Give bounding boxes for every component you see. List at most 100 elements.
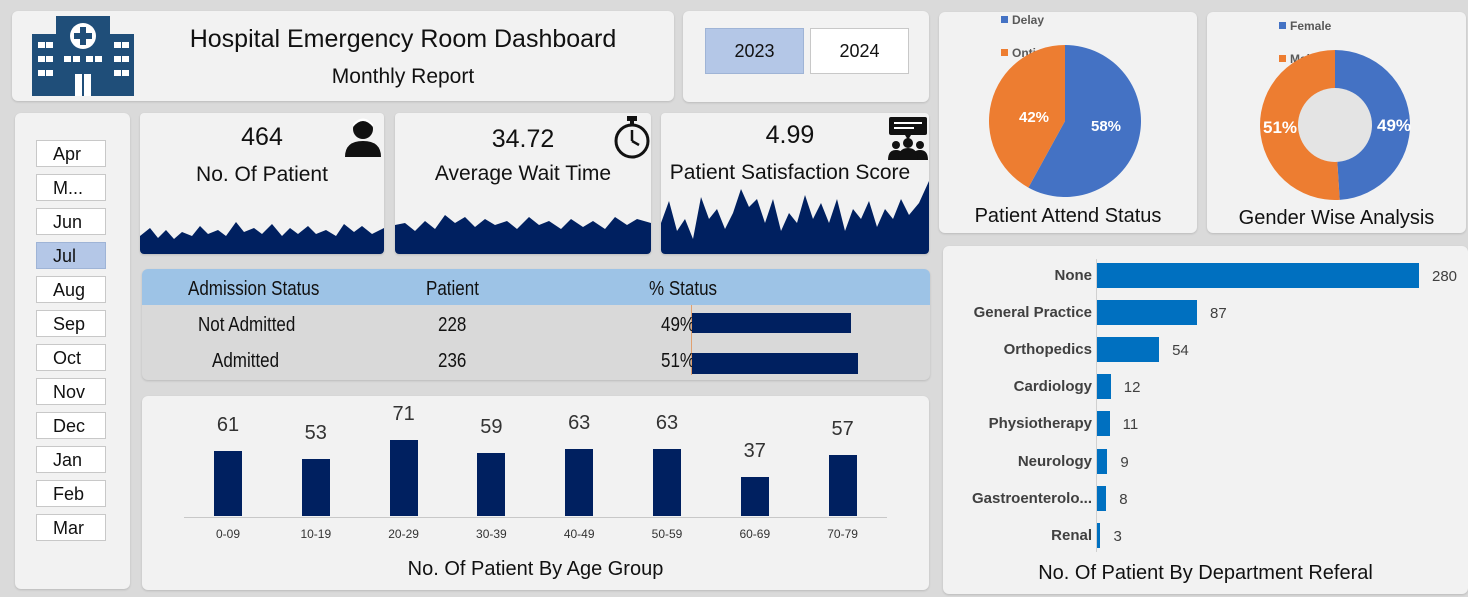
donut-hole [1298, 88, 1372, 162]
pie-slice-female [1335, 50, 1410, 200]
admission-row-status: Not Admitted [198, 314, 296, 336]
month-button-apr[interactable]: Apr [36, 140, 106, 167]
month-button-jun[interactable]: Jun [36, 208, 106, 235]
admission-row-pct: 51% [661, 350, 696, 372]
age-axis-line [184, 517, 887, 518]
age-bar-value: 61 [216, 413, 240, 436]
kpi-patients-value: 464 [241, 123, 283, 151]
dept-chart-title: No. Of Patient By Department Referal [1038, 562, 1373, 584]
page-subtitle: Monthly Report [331, 65, 475, 88]
month-button-feb[interactable]: Feb [36, 480, 106, 507]
age-bar-value: 63 [568, 411, 591, 434]
age-tick-label: 70-79 [827, 527, 858, 541]
dept-value: 280 [1432, 268, 1458, 285]
month-button-aug[interactable]: Aug [36, 276, 106, 303]
admission-table: Admission Status Patient % Status Not Ad… [142, 269, 930, 380]
age-bar-value: 63 [655, 411, 679, 434]
month-button-mar[interactable]: Mar [36, 514, 106, 541]
patient-icon [345, 118, 381, 157]
age-tick-label: 40-49 [563, 527, 595, 541]
dept-value: 3 [1113, 527, 1122, 545]
dept-label: Orthopedics [1003, 341, 1092, 359]
attend-pie [989, 45, 1141, 197]
attend-chart-title: Patient Attend Status [974, 205, 1162, 227]
legend-delay: Delay [1001, 13, 1044, 27]
month-slicer: Apr M... Jun Jul Aug Sep Oct Nov Dec Jan… [15, 113, 130, 589]
dept-value: 11 [1122, 416, 1139, 434]
kpi-satisfaction-value: 4.99 [765, 121, 815, 149]
kpi-satisfaction-label: Patient Satisfaction Score [669, 161, 911, 184]
age-bar-70-79 [828, 455, 857, 516]
dept-bar [1097, 337, 1160, 363]
month-button-may[interactable]: M... [36, 174, 106, 201]
gender-chart: Female Male 49% 51% Gender Wise Analysis [1207, 12, 1466, 233]
dept-value: 87 [1210, 305, 1227, 323]
kpi-wait-value: 34.72 [491, 125, 555, 153]
admission-col-patient: Patient [426, 278, 479, 300]
page-title: Hospital Emergency Room Dashboard [189, 25, 617, 53]
age-tick-label: 50-59 [651, 527, 683, 541]
age-bar-value: 59 [480, 416, 503, 439]
dept-axis-line [1096, 259, 1097, 552]
month-button-nov[interactable]: Nov [36, 378, 106, 405]
admission-row-pct: 49% [661, 314, 696, 336]
dept-label: Renal [1051, 526, 1092, 544]
donut-label-female: 49% [1377, 116, 1412, 135]
age-bar-value: 53 [304, 422, 327, 445]
kpi-satisfaction-sparkline [661, 181, 929, 254]
dept-label: Physiotherapy [988, 415, 1092, 433]
gender-chart-title: Gender Wise Analysis [1238, 207, 1435, 229]
department-chart: No. Of Patient By Department Referal Non… [943, 246, 1468, 594]
hospital-icon [32, 16, 134, 96]
admission-row-patient: 236 [438, 350, 467, 372]
age-tick-label: 0-09 [215, 527, 241, 541]
kpi-wait-sparkline [395, 215, 651, 254]
kpi-patients-card: 464 No. Of Patient [140, 113, 384, 254]
dept-bar [1097, 300, 1198, 326]
admission-row-bar [692, 313, 852, 333]
month-button-dec[interactable]: Dec [36, 412, 106, 439]
month-button-oct[interactable]: Oct [36, 344, 106, 371]
kpi-wait-label: Average Wait Time [434, 162, 612, 185]
dept-label: Cardiology [1013, 378, 1092, 396]
kpi-patients-sparkline [140, 222, 384, 254]
dept-bar [1097, 411, 1110, 437]
year-button-2023[interactable]: 2023 [705, 28, 804, 74]
dept-value: 9 [1120, 453, 1129, 471]
admission-row-bar [692, 353, 858, 374]
age-tick-label: 30-39 [476, 527, 507, 541]
age-chart-title: No. Of Patient By Age Group [407, 558, 664, 580]
age-bar-value: 71 [392, 403, 415, 426]
month-button-jan[interactable]: Jan [36, 446, 106, 473]
stopwatch-icon [614, 116, 650, 159]
month-button-sep[interactable]: Sep [36, 310, 106, 337]
dept-bar [1097, 374, 1111, 400]
legend-female: Female [1279, 19, 1331, 33]
dept-bar [1097, 263, 1419, 288]
dept-value: 12 [1123, 379, 1141, 397]
age-tick-label: 60-69 [739, 527, 771, 541]
pie-label-delay: 58% [1091, 118, 1122, 135]
age-group-chart: No. Of Patient By Age Group 61 0-09 53 10-1… [142, 396, 929, 590]
dept-value: 8 [1119, 490, 1128, 508]
pie-slice-ontime [989, 45, 1065, 188]
age-bar-40-49 [565, 448, 594, 516]
age-bar-50-59 [653, 448, 681, 516]
admission-col-pct: % Status [649, 278, 718, 300]
dept-label: General Practice [973, 304, 1092, 322]
table-divider [691, 305, 692, 375]
header-panel: Hospital Emergency Room Dashboard Monthl… [12, 11, 674, 101]
year-button-2024[interactable]: 2024 [810, 28, 909, 74]
gender-donut [1260, 50, 1410, 200]
donut-label-male: 51% [1263, 118, 1298, 137]
dept-value: 54 [1172, 342, 1189, 360]
age-bar-0-09 [214, 450, 242, 516]
feedback-group-icon [888, 117, 928, 160]
dept-bar [1097, 448, 1108, 474]
pie-label-ontime: 42% [1019, 109, 1050, 126]
age-bar-30-39 [477, 453, 506, 516]
dept-label: Neurology [1017, 452, 1092, 470]
month-button-jul[interactable]: Jul [36, 242, 106, 269]
age-bar-20-29 [389, 440, 418, 516]
admission-row-status: Admitted [212, 350, 280, 372]
